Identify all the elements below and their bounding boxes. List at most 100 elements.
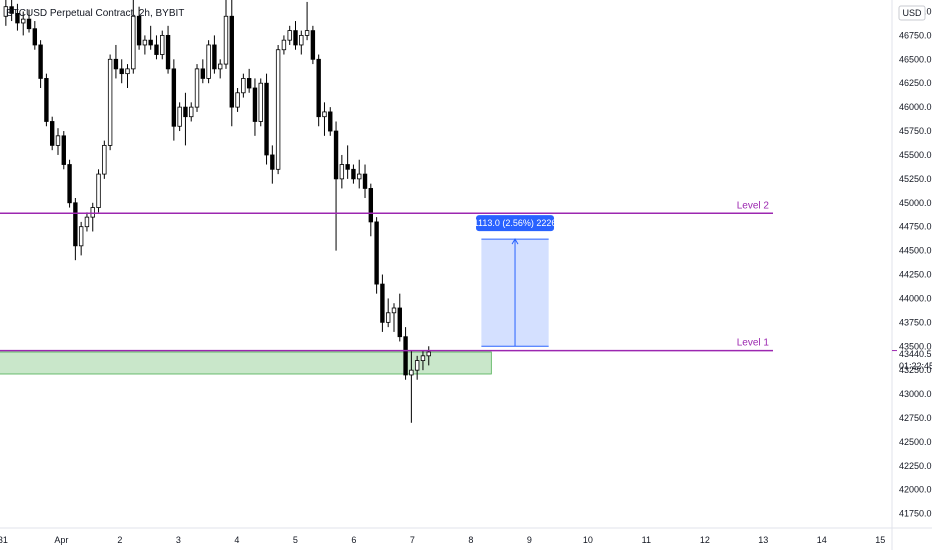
candle-body — [333, 130, 339, 180]
price-tick-label: 43000.0 — [899, 389, 932, 399]
candle — [212, 35, 217, 74]
candle-body — [9, 6, 14, 14]
bar-countdown-label: 01:22:45 — [899, 361, 932, 371]
candle-body — [21, 18, 26, 24]
time-tick-label: Apr — [54, 535, 68, 545]
candle-body — [252, 87, 258, 122]
candle — [420, 351, 426, 371]
candle — [38, 40, 43, 88]
candle — [328, 107, 333, 136]
candle-body — [171, 68, 177, 127]
candle — [316, 54, 321, 127]
candle — [3, 0, 9, 26]
candle-body — [328, 111, 333, 132]
candle — [113, 44, 119, 79]
candle-body — [38, 44, 43, 79]
candle-body — [345, 164, 350, 170]
candle-body — [281, 39, 287, 51]
candle-body — [426, 351, 431, 357]
candle-body — [212, 44, 217, 70]
candle — [32, 21, 38, 50]
candle-body — [241, 78, 246, 94]
candle — [61, 131, 66, 170]
price-tick-label: 46250.0 — [899, 78, 932, 88]
candle-body — [177, 106, 182, 127]
support-zone[interactable] — [0, 351, 492, 375]
candle-body — [55, 135, 61, 146]
currency-label: USD — [902, 8, 922, 18]
candle-body — [380, 283, 385, 323]
levels-layer: Level 2 Level 1 — [0, 200, 773, 352]
candle-body — [391, 307, 397, 314]
candle — [339, 154, 345, 189]
time-tick-label: 2 — [117, 535, 122, 545]
price-tick-label: 43250.0 — [899, 365, 932, 375]
candle — [374, 217, 379, 294]
candle — [49, 116, 55, 151]
candle-body — [142, 39, 148, 46]
candle-body — [362, 173, 368, 189]
candle — [380, 274, 385, 332]
candle-body — [3, 6, 9, 17]
candle-body — [374, 221, 379, 285]
symbol-legend[interactable]: BTCUSD Perpetual Contract, 2h, BYBIT — [6, 8, 184, 19]
price-tick-label: 43750.0 — [899, 317, 932, 327]
candle — [414, 355, 420, 380]
candle-body — [322, 111, 327, 118]
candle-body — [287, 30, 292, 41]
candle — [368, 183, 374, 237]
candle — [160, 30, 165, 60]
candle-body — [44, 78, 49, 122]
candle — [217, 59, 223, 79]
candle — [287, 25, 292, 45]
candle — [171, 59, 177, 141]
candle-body — [160, 34, 165, 55]
candle-body — [15, 12, 20, 24]
candle — [21, 11, 26, 36]
candle — [102, 140, 107, 179]
candle — [165, 25, 171, 74]
candle — [246, 68, 252, 93]
price-tick-label: 45250.0 — [899, 174, 932, 184]
candle — [229, 0, 234, 127]
candle — [241, 73, 246, 98]
time-axis[interactable]: 31 Apr 2 3 4 5 6 7 8 9 10 11 12 13 14 15 — [0, 535, 885, 545]
candle — [90, 202, 95, 232]
price-tick-label: 41750.0 — [899, 509, 932, 519]
price-tick-label: 44000.0 — [899, 293, 932, 303]
drawings-layer: 1113.0 (2.56%) 2226 — [0, 215, 557, 375]
candle — [397, 293, 402, 342]
candle — [362, 164, 368, 198]
currency-badge[interactable] — [898, 5, 926, 21]
candle-body — [270, 154, 275, 170]
candle — [136, 6, 142, 50]
price-tick-label: 45500.0 — [899, 150, 932, 160]
measure-badge — [476, 215, 555, 232]
candle-body — [96, 173, 101, 208]
candle-body — [206, 44, 211, 79]
price-tick-label: 46750.0 — [899, 30, 932, 40]
candle — [403, 327, 408, 380]
candle — [299, 30, 304, 55]
candle-body — [223, 15, 229, 65]
candle-body — [351, 168, 356, 180]
candle-body — [73, 202, 78, 247]
candle — [55, 128, 61, 155]
price-tick-label: 46000.0 — [899, 102, 932, 112]
candle-body — [316, 58, 321, 118]
candle-body — [275, 49, 281, 170]
candle — [131, 0, 136, 74]
candle-body — [310, 30, 316, 60]
measure-badge-label: 1113.0 (2.56%) 2226 — [474, 218, 557, 228]
current-price-tag: 43440.5 01:22:45 — [892, 349, 932, 371]
time-tick-label: 10 — [583, 535, 593, 545]
candle-body — [385, 312, 391, 323]
candle-body — [49, 121, 55, 146]
candle — [78, 221, 84, 256]
candle-body — [357, 173, 362, 180]
candle-body — [420, 355, 426, 362]
candle-body — [61, 135, 66, 165]
candle-body — [264, 82, 269, 156]
price-tick-label: 42000.0 — [899, 485, 932, 495]
